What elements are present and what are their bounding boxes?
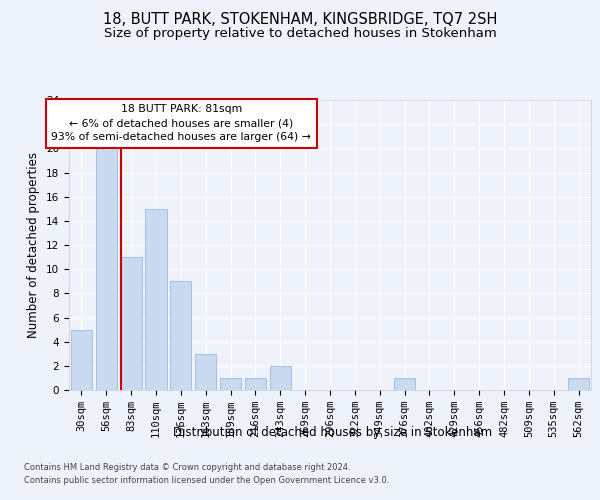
Text: Distribution of detached houses by size in Stokenham: Distribution of detached houses by size … (173, 426, 493, 439)
Text: 18, BUTT PARK, STOKENHAM, KINGSBRIDGE, TQ7 2SH: 18, BUTT PARK, STOKENHAM, KINGSBRIDGE, T… (103, 12, 497, 28)
Bar (121, 257, 142, 390)
Bar (394, 378, 415, 390)
Bar (220, 378, 241, 390)
Text: Size of property relative to detached houses in Stokenham: Size of property relative to detached ho… (104, 28, 496, 40)
Bar (195, 354, 216, 390)
Bar (170, 281, 191, 390)
Text: Contains public sector information licensed under the Open Government Licence v3: Contains public sector information licen… (24, 476, 389, 485)
Bar (96, 148, 117, 390)
Bar (245, 378, 266, 390)
Text: Contains HM Land Registry data © Crown copyright and database right 2024.: Contains HM Land Registry data © Crown c… (24, 464, 350, 472)
Bar (568, 378, 589, 390)
Bar (145, 209, 167, 390)
Bar (71, 330, 92, 390)
Text: 18 BUTT PARK: 81sqm
← 6% of detached houses are smaller (4)
93% of semi-detached: 18 BUTT PARK: 81sqm ← 6% of detached hou… (51, 104, 311, 142)
Bar (270, 366, 291, 390)
Y-axis label: Number of detached properties: Number of detached properties (28, 152, 40, 338)
